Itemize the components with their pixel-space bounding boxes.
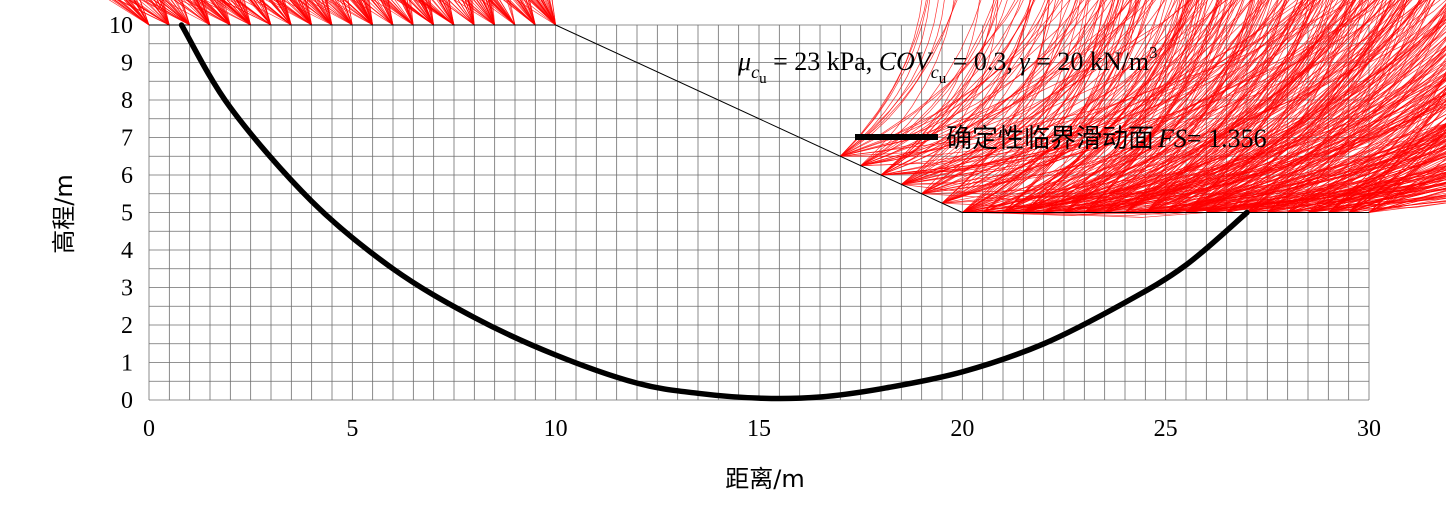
random-slip-surface — [404, 0, 1139, 213]
random-slip-surface — [467, 0, 1217, 213]
random-slip-surface — [404, 0, 1120, 204]
random-slip-surface — [495, 0, 1131, 157]
random-slip-surface — [446, 0, 1187, 213]
random-slip-surface — [135, 0, 1035, 176]
x-axis-title: 距离/m — [725, 465, 804, 493]
random-slip-surface — [487, 0, 1219, 213]
random-slip-surface — [540, 0, 1345, 213]
y-tick-label: 0 — [121, 388, 133, 414]
random-slip-surface — [490, 0, 945, 157]
critical-slip-surface — [178, 22, 1250, 402]
random-slip-surface — [365, 0, 999, 176]
x-tick-labels: 0 5 10 15 20 25 30 — [143, 416, 1381, 442]
random-slip-surface — [409, 0, 980, 176]
random-slip-surface — [406, 0, 1056, 194]
slope-profile — [149, 24, 1369, 213]
y-tick-labels: 0 1 2 3 4 5 6 7 8 9 10 — [109, 13, 133, 414]
random-slip-surface — [354, 0, 1241, 204]
y-tick-label: 1 — [121, 351, 133, 377]
random-slip-surface — [543, 0, 1083, 166]
random-slip-surface — [422, 0, 1049, 176]
random-slip-surface — [446, 0, 1049, 185]
random-slip-surface — [526, 0, 1122, 195]
y-tick-label: 6 — [121, 163, 133, 189]
random-slip-surfaces — [108, 0, 1446, 218]
random-slip-surface — [488, 0, 1190, 213]
y-tick-label: 9 — [121, 51, 133, 77]
random-slip-surface — [470, 0, 1184, 213]
y-axis-title: 高程/m — [50, 174, 78, 253]
random-slip-surface — [483, 0, 1165, 204]
random-slip-surface — [521, 0, 1270, 213]
random-slip-surface — [536, 0, 1283, 185]
random-slip-surface — [536, 0, 1396, 213]
random-slip-surface — [335, 0, 1446, 213]
random-slip-surface — [243, 0, 927, 157]
random-slip-surface — [387, 0, 1101, 213]
x-tick-label: 0 — [143, 416, 155, 442]
random-slip-surface — [367, 0, 1124, 213]
y-tick-label: 10 — [109, 13, 133, 39]
random-slip-surface — [472, 0, 999, 185]
y-tick-label: 8 — [121, 88, 133, 114]
random-slip-surface — [383, 0, 1146, 213]
random-slip-surface — [491, 0, 1136, 213]
random-slip-surface — [545, 0, 1243, 213]
random-slip-surface — [461, 0, 1077, 176]
parameter-annotation: μcu = 23 kPa, COVcu = 0.3, γ = 20 kN/m3 — [737, 43, 1158, 87]
random-slip-surface — [517, 0, 1322, 204]
random-slip-surface — [429, 0, 931, 157]
random-slip-surface — [508, 0, 1256, 213]
random-slip-surface — [536, 0, 1237, 176]
random-slip-surface — [203, 0, 1031, 194]
y-tick-label: 7 — [121, 126, 133, 152]
x-tick-label: 10 — [544, 416, 568, 442]
y-tick-label: 3 — [121, 276, 133, 302]
random-slip-surface — [368, 0, 1087, 213]
random-slip-surface — [542, 0, 1279, 213]
random-slip-surface — [485, 0, 1208, 213]
y-tick-label: 5 — [121, 201, 133, 227]
random-slip-surface — [471, 0, 1063, 204]
x-tick-label: 25 — [1154, 416, 1178, 442]
random-slip-surface — [449, 0, 939, 157]
random-slip-surface — [374, 0, 1166, 185]
random-slip-surface — [549, 0, 1148, 213]
random-slip-surface — [442, 0, 1099, 185]
y-tick-label: 4 — [121, 238, 133, 264]
random-slip-surface — [499, 0, 1220, 195]
random-slip-surface — [542, 0, 1286, 213]
random-slip-surface — [551, 0, 1181, 213]
random-slip-surface — [363, 0, 956, 157]
y-tick-label: 2 — [121, 313, 133, 339]
random-slip-surface — [252, 0, 1209, 204]
random-slip-surface — [529, 0, 1113, 204]
x-tick-label: 30 — [1357, 416, 1381, 442]
random-slip-surface — [465, 0, 1102, 195]
random-slip-surface — [410, 0, 1050, 204]
random-slip-surface — [552, 0, 1089, 204]
random-slip-surface — [520, 0, 1286, 213]
random-slip-surface — [490, 0, 994, 176]
random-slip-surface — [482, 0, 1116, 185]
random-slip-surface — [536, 0, 1204, 166]
random-slip-surface — [441, 0, 1266, 213]
random-slip-surface — [461, 0, 1046, 166]
random-slip-surface — [241, 0, 1034, 185]
random-slip-surface — [524, 0, 1120, 185]
legend-label-critical: 确定性临界滑动面 FS= 1.356 — [946, 124, 1267, 154]
random-slip-surface — [261, 0, 1008, 176]
random-slip-surface — [240, 0, 958, 157]
random-slip-surface — [529, 0, 1232, 213]
random-slip-surface — [316, 0, 1446, 213]
random-slip-surface — [368, 0, 1050, 204]
x-tick-label: 15 — [747, 416, 771, 442]
random-slip-surface — [219, 0, 1192, 213]
random-slip-surface — [487, 0, 1167, 213]
random-slip-surface — [548, 0, 1190, 213]
x-tick-label: 20 — [950, 416, 974, 442]
x-tick-label: 5 — [346, 416, 358, 442]
